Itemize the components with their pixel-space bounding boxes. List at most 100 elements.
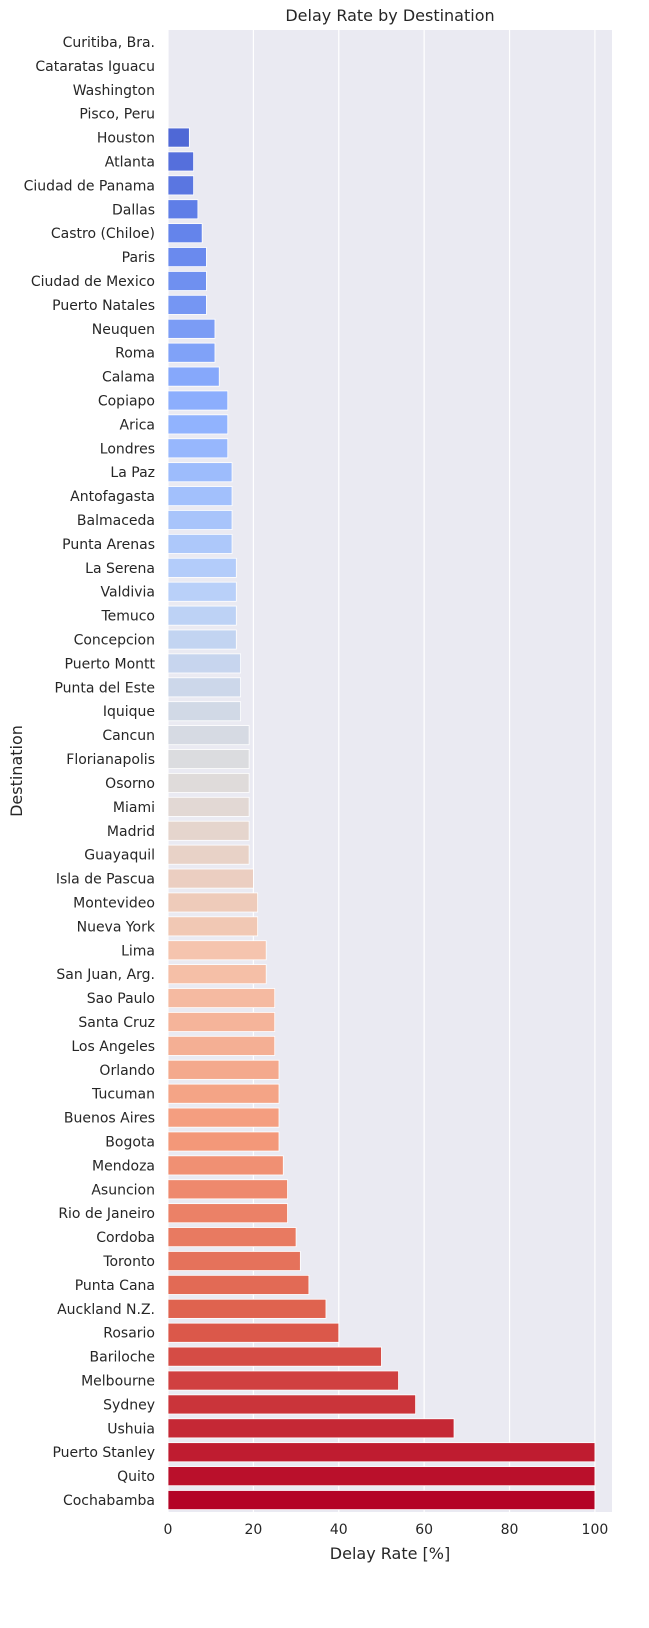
bar [167,1442,596,1463]
y-tick-label: Mendoza [92,1158,155,1174]
y-tick-label: Puerto Stanley [52,1445,155,1461]
y-tick-label: Quito [117,1469,155,1485]
y-tick-label: Ciudad de Panama [24,178,155,194]
bar [167,1227,297,1248]
bar [167,892,259,913]
bar [167,1083,280,1104]
y-tick-label: Toronto [102,1254,155,1270]
y-tick-label: San Juan, Arg. [56,967,155,983]
bar [167,1274,310,1295]
y-tick-label: Auckland N.Z. [57,1302,155,1318]
y-tick-label: Roma [115,346,155,362]
bar [167,964,267,985]
bar [167,294,207,315]
bar [167,438,229,459]
y-tick-label: Guayaquil [84,848,155,864]
bar [167,725,250,746]
y-tick-label: Sydney [103,1397,155,1413]
y-tick-label: Pisco, Peru [79,107,155,123]
bar [167,1370,399,1391]
y-tick-label: Los Angeles [71,1039,155,1055]
x-tick-label: 20 [244,1522,262,1538]
y-tick-label: Iquique [103,704,155,720]
y-tick-label: Arica [120,417,156,433]
y-tick-label: La Paz [110,465,155,481]
x-axis-title: Delay Rate [%] [330,1544,450,1563]
bar [167,318,216,339]
bar [167,581,237,602]
bars [167,127,596,1511]
bar [167,1179,288,1200]
y-tick-label: Copiapo [98,394,155,410]
bar [167,342,216,363]
y-tick-label: Punta Cana [75,1278,155,1294]
y-tick-label: Bogota [105,1135,155,1151]
y-tick-label: Punta del Este [54,680,155,696]
y-tick-label: Miami [113,800,155,816]
bar [167,1418,455,1439]
y-tick-label: Rosario [103,1326,155,1342]
y-tick-label: Sao Paulo [87,991,155,1007]
y-tick-label: Cataratas Iguacu [35,59,155,75]
bar [167,820,250,841]
y-tick-label: Washington [73,83,155,99]
x-tick-labels: 0 20 40 60 80 100 [164,1522,609,1538]
bar [167,940,267,961]
bar [167,390,229,411]
bar [167,1322,340,1343]
y-tick-label: Atlanta [105,154,155,170]
y-tick-label: Curitiba, Bra. [63,35,155,51]
bar [167,462,233,483]
y-tick-label: Londres [100,441,155,457]
bar [167,1394,417,1415]
bar [167,796,250,817]
bar [167,414,229,435]
bar [167,605,237,626]
bar [167,1131,280,1152]
y-tick-label: Santa Cruz [78,1015,155,1031]
bar [167,1059,280,1080]
bar [167,653,241,674]
x-tick-label: 100 [582,1522,609,1538]
x-tick-label: 0 [164,1522,173,1538]
bar [167,557,237,578]
bar [167,772,250,793]
y-tick-label: Houston [97,131,155,147]
bar [167,175,195,196]
y-tick-label: Balmaceda [77,513,155,529]
y-tick-label: Melbourne [81,1374,155,1390]
bar [167,629,237,650]
y-tick-label: Cancun [102,728,155,744]
bar [167,223,203,244]
y-tick-label: La Serena [85,561,155,577]
y-tick-label: Temuco [100,609,155,625]
y-tick-label: Dallas [112,202,155,218]
y-tick-label: Montevideo [73,895,155,911]
bar [167,868,254,889]
bar [167,1107,280,1128]
bar [167,486,233,507]
bar [167,127,190,148]
bar [167,366,220,387]
y-tick-label: Nueva York [77,919,156,935]
y-tick-label: Asuncion [91,1182,155,1198]
y-tick-label: Cordoba [96,1230,155,1246]
bar [167,1203,288,1224]
y-tick-label: Puerto Montt [65,656,156,672]
bar [167,510,233,530]
y-tick-label: Puerto Natales [52,298,155,314]
bar [167,749,250,770]
y-tick-label: Orlando [99,1063,155,1079]
bar [167,677,241,698]
x-tick-label: 40 [330,1522,348,1538]
y-tick-label: Concepcion [74,633,155,649]
y-tick-label: Bariloche [90,1350,155,1366]
y-tick-label: Cochabamba [63,1493,155,1509]
bar [167,271,207,291]
y-tick-label: Ciudad de Mexico [31,274,155,290]
y-tick-label: Isla de Pascua [56,872,155,888]
y-tick-label: Calama [102,370,155,386]
y-tick-label: Punta Arenas [62,537,155,553]
x-tick-label: 80 [501,1522,519,1538]
bar [167,1490,596,1511]
